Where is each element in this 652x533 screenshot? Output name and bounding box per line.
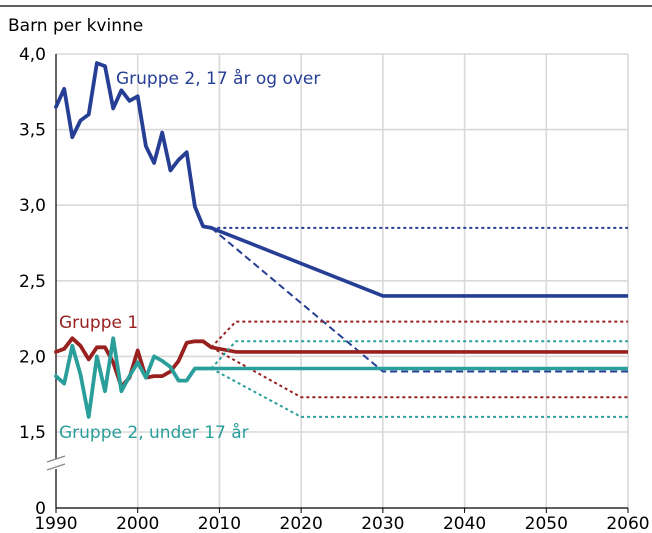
- x-tick-label: 2030: [361, 514, 404, 533]
- grid: [56, 53, 629, 508]
- series-line-historical: [54, 61, 214, 230]
- y-tick-label: 1,5: [19, 423, 46, 443]
- y-axis-title: Barn per kvinne: [8, 16, 143, 36]
- y-tick-label: 3,0: [19, 196, 46, 216]
- projection-lines: [210, 226, 628, 418]
- tick-labels: 1990 2000 2010 2020 2030 2040 2050 2060 0 1,5 2,0 2…: [19, 45, 650, 533]
- series-label: Gruppe 2, under 17 år: [59, 422, 249, 443]
- x-tick-label: 2040: [443, 514, 486, 533]
- series-line-historical: [54, 336, 214, 389]
- series-label: Gruppe 1: [59, 313, 138, 333]
- historical-lines: [54, 61, 214, 419]
- projection-line-dotted: [210, 367, 628, 418]
- axis-break-gap: [50, 459, 62, 469]
- y-tick-label: 2,5: [19, 272, 46, 292]
- projection-line-dotted: [210, 346, 628, 399]
- projection-line-dashed: [210, 227, 628, 373]
- y-tick-label: 4,0: [19, 45, 46, 65]
- x-tick-label: 2010: [198, 514, 241, 533]
- x-tick-label: 2060: [606, 514, 649, 533]
- x-tick-label: 2050: [525, 514, 568, 533]
- projection-line-solid: [210, 226, 628, 298]
- series-label: Gruppe 2, 17 år og over: [116, 68, 320, 89]
- y-tick-label: 0: [35, 499, 46, 519]
- series-line-historical: [54, 336, 214, 419]
- series-labels: Gruppe 2, 17 år og over Gruppe 1 Gruppe 2,…: [59, 68, 320, 443]
- projection-line-dotted: [210, 320, 628, 348]
- y-tick-label: 3,5: [19, 121, 46, 141]
- axes: [46, 54, 629, 513]
- axis-break-mark: [46, 463, 66, 471]
- x-tick-label: 2000: [116, 514, 159, 533]
- x-tick-label: 1990: [34, 514, 77, 533]
- projection-line-dotted: [210, 340, 628, 370]
- projection-line-solid: [210, 345, 628, 354]
- x-tick-label: 2020: [280, 514, 323, 533]
- axis-break-mark: [46, 455, 66, 463]
- y-tick-label: 2,0: [19, 347, 46, 367]
